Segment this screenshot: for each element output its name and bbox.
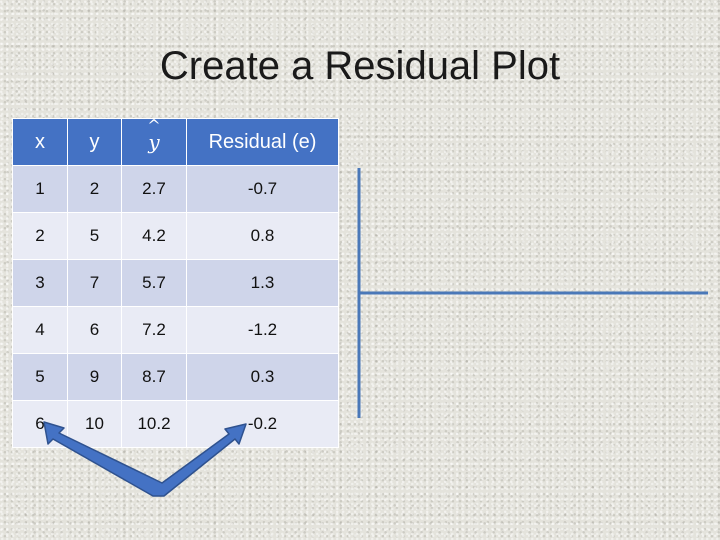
- header-y: y: [67, 118, 122, 166]
- cell-y-hat: 7.2: [121, 306, 187, 354]
- double-arrow-icon: [43, 421, 247, 497]
- table-row: 6 10 10.2 -0.2: [12, 400, 339, 448]
- cell-y-hat: 4.2: [121, 212, 187, 260]
- cell-y-hat: 10.2: [121, 400, 187, 448]
- table-header-row: x y ^ y Residual (e): [12, 116, 339, 166]
- y-hat-symbol: ^ y: [147, 116, 160, 154]
- header-x: x: [12, 118, 68, 166]
- cell-residual: 0.3: [186, 353, 339, 401]
- cell-y: 5: [67, 212, 122, 260]
- cell-y-hat: 2.7: [121, 165, 187, 213]
- cell-x: 2: [12, 212, 68, 260]
- cell-residual: -1.2: [186, 306, 339, 354]
- cell-x: 5: [12, 353, 68, 401]
- cell-y: 2: [67, 165, 122, 213]
- cell-x: 3: [12, 259, 68, 307]
- cell-y-hat: 8.7: [121, 353, 187, 401]
- table-row: 4 6 7.2 -1.2: [12, 306, 339, 354]
- cell-y: 10: [67, 400, 122, 448]
- cell-residual: 0.8: [186, 212, 339, 260]
- slide-title: Create a Residual Plot: [159, 44, 561, 88]
- cell-y: 9: [67, 353, 122, 401]
- table-row: 2 5 4.2 0.8: [12, 212, 339, 260]
- header-residual: Residual (e): [186, 118, 339, 166]
- residual-table: x y ^ y Residual (e) 1 2 2.7 -0.7 2 5 4.2…: [12, 116, 339, 448]
- y-hat-base: y: [148, 129, 160, 154]
- table-row: 1 2 2.7 -0.7: [12, 165, 339, 213]
- cell-residual: -0.2: [186, 400, 339, 448]
- hat-accent: ^: [147, 115, 161, 135]
- cell-x: 4: [12, 306, 68, 354]
- cell-residual: -0.7: [186, 165, 339, 213]
- cell-x: 1: [12, 165, 68, 213]
- cell-y: 7: [67, 259, 122, 307]
- table-row: 5 9 8.7 0.3: [12, 353, 339, 401]
